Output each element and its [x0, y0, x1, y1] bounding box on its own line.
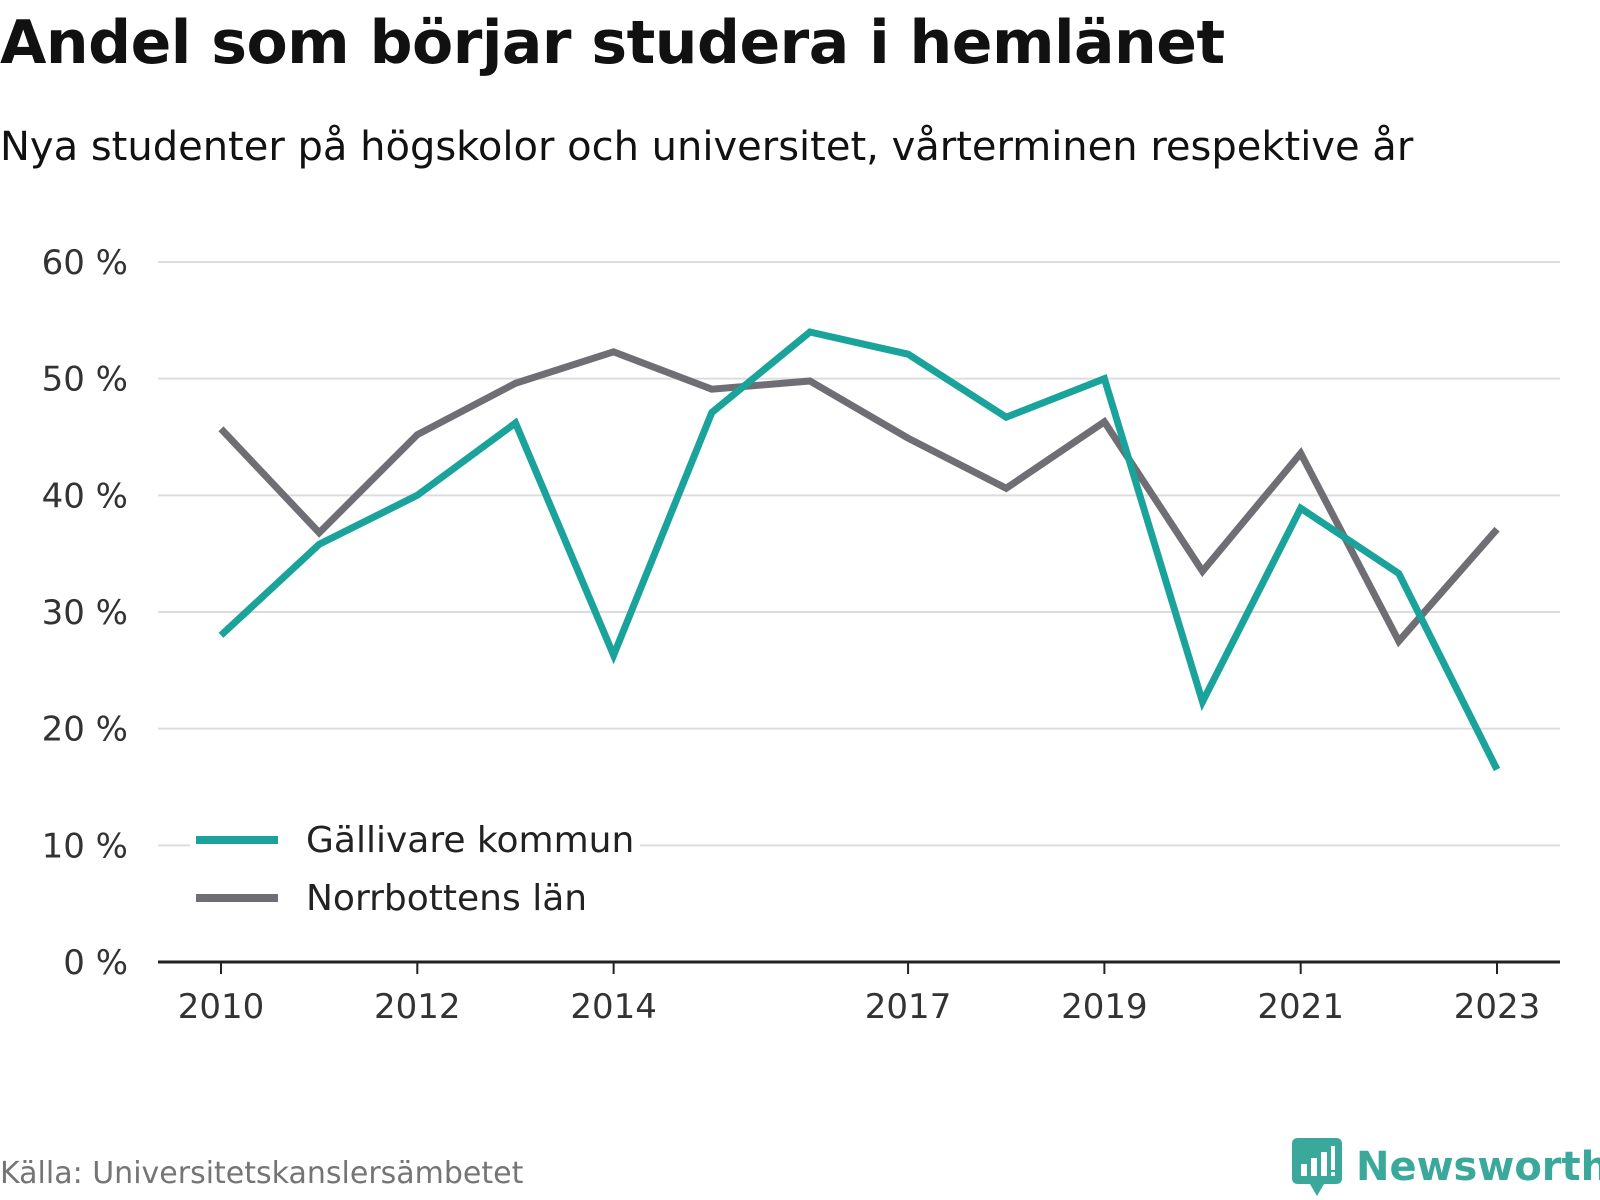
chart-title: Andel som börjar studera i hemlänet	[0, 8, 1225, 78]
y-axis-ticks: 0 % 10 % 20 % 30 % 40 % 50 % 60 %	[42, 243, 128, 983]
source-note: Källa: Universitetskanslersämbetet	[0, 1156, 524, 1191]
y-tick-label: 0 %	[63, 943, 128, 983]
chart-subtitle: Nya studenter på högskolor och universit…	[0, 124, 1414, 170]
y-tick-label: 20 %	[42, 710, 128, 750]
brand-name: Newsworthy	[1356, 1144, 1600, 1190]
x-tick-label: 2012	[374, 987, 461, 1027]
y-tick-label: 50 %	[42, 360, 128, 400]
series-lines	[218, 328, 1501, 772]
x-tick-label: 2014	[570, 987, 657, 1027]
bar-chart-speech-bubble-icon	[1292, 1138, 1342, 1196]
y-tick-label: 40 %	[42, 476, 128, 516]
brand: Newsworthy	[1292, 1138, 1600, 1196]
y-tick-label: 10 %	[42, 826, 128, 866]
x-tick-label: 2010	[178, 987, 265, 1027]
x-tick-label: 2023	[1454, 987, 1541, 1027]
series-line	[218, 328, 1501, 772]
y-tick-label: 60 %	[42, 243, 128, 283]
x-tick-label: 2017	[865, 987, 952, 1027]
legend-label: Gällivare kommun	[306, 820, 634, 861]
series-line	[218, 348, 1500, 648]
x-axis: 2010 2012 2014 2017 2019 2021 2023	[158, 960, 1560, 1027]
x-tick-label: 2019	[1061, 987, 1148, 1027]
legend-label: Norrbottens län	[306, 878, 587, 919]
legend: Gällivare kommun Norrbottens län	[190, 810, 640, 920]
x-tick-label: 2021	[1257, 987, 1344, 1027]
y-tick-label: 30 %	[42, 593, 128, 633]
